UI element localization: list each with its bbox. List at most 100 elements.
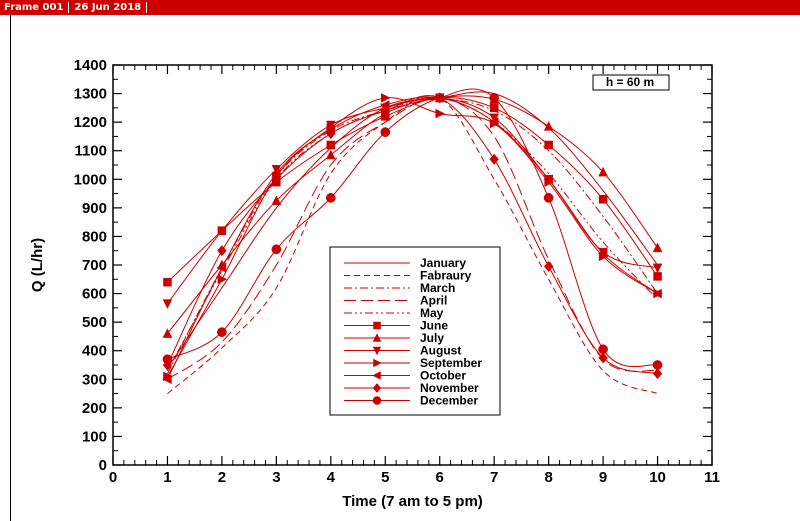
series-line-december [167,88,658,368]
series-line-september [167,97,658,377]
marker-diamond [652,367,663,380]
marker-circle [325,193,336,203]
frame-date: 26 Jun 2018 [74,2,142,13]
marker-triangle-right [435,108,446,119]
x-tick-label: 0 [109,469,117,486]
x-tick-label: 7 [490,469,498,486]
series-line-august [167,97,658,304]
y-tick-label: 1300 [74,86,107,103]
y-tick-label: 700 [82,257,107,274]
marker-square [163,277,172,287]
marker-square [489,103,499,113]
series-line-october [167,96,658,380]
axes-group: 0 1 2 3 4 5 6 7 8 9 10 11 0 100 200 300 400 500 600 700 800 9… [74,57,720,486]
legend: JanuaryFabrauryMarchAprilMayJuneJulyAugu… [344,256,482,408]
series-line-june [167,97,658,283]
marker-triangle-left [652,288,662,299]
marker-triangle-up [598,166,608,177]
marker-circle [598,344,608,355]
series-line-november [167,95,658,375]
legend-label: July [420,331,444,345]
marker-triangle-down [217,226,227,237]
marker-circle [489,93,500,103]
marker-triangle-up [162,328,173,338]
marker-triangle-up [652,242,663,253]
marker-triangle-up [326,149,336,160]
marker-circle [372,396,382,405]
legend-label: June [420,319,448,333]
marker-square [373,321,381,330]
y-tick-label: 400 [82,343,107,360]
x-tick-label: 9 [599,469,607,486]
x-tick-label: 8 [544,469,552,486]
marker-triangle-left [372,371,381,380]
y-tick-label: 1100 [74,143,107,160]
legend-label: January [420,256,466,270]
frame-label: Frame 001 [4,2,64,13]
marker-triangle-up [543,121,554,131]
legend-label: December [420,394,478,408]
marker-triangle-down [372,346,382,356]
marker-circle [652,360,663,370]
marker-triangle-left [488,117,499,127]
marker-triangle-down [489,113,499,124]
marker-diamond [543,260,554,273]
y-tick-label: 300 [82,371,107,388]
marker-triangle-left [543,174,553,185]
y-tick-label: 1400 [74,57,107,74]
y-axis-title: Q (L/hr) [29,238,46,292]
annotation-box [592,74,670,91]
legend-label: April [420,294,447,308]
marker-triangle-right [381,93,391,103]
marker-square [598,195,608,204]
y-tick-label: 600 [82,286,107,303]
legend-label: Fabraury [420,269,472,283]
marker-diamond [326,127,336,140]
legend-label: August [420,344,461,358]
marker-triangle-right [373,358,382,368]
marker-circle [271,244,282,255]
x-tick-label: 2 [218,469,226,486]
y-tick-label: 0 [99,457,107,474]
x-axis-title: Time (7 am to 5 pm) [342,493,483,510]
marker-circle [380,127,391,137]
legend-label: November [420,381,479,395]
y-tick-label: 800 [82,228,107,245]
marker-triangle-up [372,333,382,342]
marker-diamond [271,173,282,185]
marker-triangle-left [162,374,172,385]
x-tick-label: 4 [327,469,336,486]
x-tick-label: 3 [272,469,280,486]
x-tick-label: 10 [649,469,666,486]
left-border-line [10,15,11,521]
y-tick-label: 500 [82,314,107,331]
marker-circle [543,193,554,203]
legend-label: May [420,306,444,320]
legend-label: September [420,356,482,370]
marker-square [653,272,662,281]
marker-square [326,140,336,150]
marker-triangle-left [597,248,608,259]
marker-triangle-right [217,274,228,285]
marker-diamond [372,383,382,393]
marker-triangle-down [652,263,663,274]
y-tick-label: 100 [82,428,107,445]
marker-triangle-down [271,165,282,175]
marker-circle [162,354,173,365]
x-tick-label: 5 [381,469,389,486]
series-line-may [167,97,658,371]
y-tick-label: 1000 [74,171,107,188]
marker-diamond [217,245,227,257]
marker-triangle-up [271,195,282,205]
y-tick-label: 200 [82,400,107,417]
annotation-text: h = 60 m [606,75,654,89]
frame-header-bar: Frame 001 26 Jun 2018 [0,0,800,15]
y-tick-label: 900 [82,200,107,217]
marker-diamond [489,153,499,165]
marker-diamond [598,352,608,364]
legend-label: October [420,369,466,383]
x-tick-label: 11 [704,469,720,486]
marker-triangle-left [216,263,227,273]
marker-diamond [380,105,391,117]
